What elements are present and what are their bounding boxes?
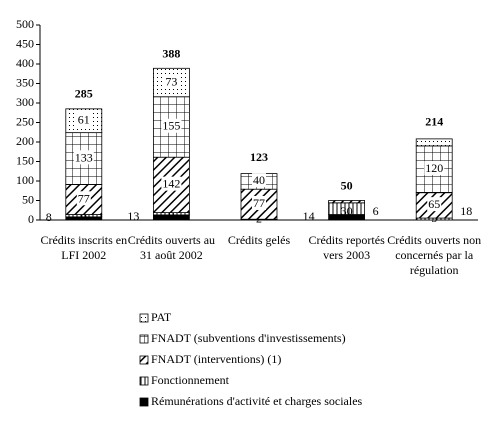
y-tick-label: 400 [16,56,34,70]
y-tick-label: 250 [16,114,34,128]
label-bg [76,191,91,206]
y-tick-label: 150 [16,153,34,167]
y-tick-label: 100 [16,173,34,187]
value-label: 8 [46,210,52,224]
value-label: 155 [162,119,180,133]
value-label: 73 [165,74,177,88]
x-tick-label: Crédits inscrits en LFI 2002 [40,233,128,262]
bar-segment [328,200,366,204]
legend-swatch [139,334,149,344]
label-bg [424,161,445,176]
bar-segment [415,138,453,147]
value-label: 65 [428,197,440,211]
value-label: 18 [460,204,472,218]
legend-label: Fonctionnement [151,373,230,387]
y-tick-label: 450 [16,36,34,50]
label-bg [161,118,182,133]
y-tick-label: 350 [16,75,34,89]
x-tick-label: Crédits ouverts au 31 août 2002 [127,233,216,262]
y-tick-label: 200 [16,134,34,148]
legend-label: PAT [151,310,172,324]
x-tick-label: Crédits gelés [227,233,291,247]
label-bg [252,195,266,210]
value-label: 120 [425,161,443,175]
value-label: 77 [78,191,90,205]
label-bg [164,74,179,89]
legend-label: FNADT (subventions d'investissements) [151,331,346,345]
value-label: 14 [303,209,315,223]
value-label: 6 [373,204,379,218]
y-tick-label: 500 [16,17,34,31]
total-label: 388 [162,46,180,60]
label-bg [427,197,442,212]
legend-swatch [139,376,149,386]
legend-swatch [139,397,149,407]
value-label: 77 [253,196,265,210]
value-label: 61 [78,112,90,126]
x-tick-label: Crédits ouverts non concernés par la rég… [387,233,482,277]
legend-label: FNADT (interventions) (1) [151,352,281,366]
y-tick-label: 0 [28,212,34,226]
value-label: 13 [127,209,139,223]
legend-label: Rémunérations d'activité et charges soci… [151,394,363,408]
y-tick-label: 50 [22,192,34,206]
value-label: 133 [75,150,93,164]
legend-swatch [139,355,149,365]
label-bg [73,150,94,165]
label-bg [76,112,91,127]
value-label: 30 [341,204,353,218]
value-label: 142 [162,177,180,191]
x-tick-label: Crédits reportés vers 2003 [308,233,385,262]
label-bg [161,176,182,191]
total-label: 123 [250,150,268,164]
y-tick-label: 300 [16,95,34,109]
total-label: 50 [341,178,353,192]
total-label: 285 [75,87,93,101]
legend-swatch [139,313,149,323]
value-label: 40 [253,173,265,187]
total-label: 214 [425,114,443,128]
label-bg [252,173,266,188]
